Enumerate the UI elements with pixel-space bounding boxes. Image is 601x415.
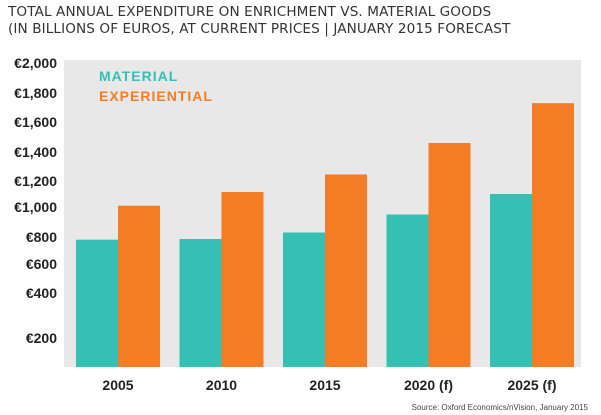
y-tick-label: €200 xyxy=(26,330,57,346)
chart-title-block: TOTAL ANNUAL EXPENDITURE ON ENRICHMENT V… xyxy=(8,4,598,38)
y-tick-label: €1,000 xyxy=(14,199,57,215)
bar-material xyxy=(490,194,532,367)
y-tick-label: €800 xyxy=(26,229,57,245)
x-tick-label: 2020 (f) xyxy=(404,377,453,393)
chart-subtitle: (IN BILLIONS OF EUROS, AT CURRENT PRICES… xyxy=(8,21,511,37)
source-note: Source: Oxford Economics/nVision, Januar… xyxy=(412,403,589,412)
x-tick-label: 2015 xyxy=(309,377,340,393)
x-tick-label: 2010 xyxy=(206,377,237,393)
bar-material xyxy=(179,239,222,367)
y-tick-label: €1,600 xyxy=(14,114,57,130)
y-tick-label: €1,400 xyxy=(14,144,57,160)
y-tick-label: €400 xyxy=(26,285,57,301)
bars xyxy=(76,103,574,368)
bar-material xyxy=(386,214,429,367)
y-tick-label: €1,800 xyxy=(14,85,57,101)
bar-experiential xyxy=(221,192,264,367)
bar-experiential xyxy=(428,143,471,367)
legend-material: MATERIAL xyxy=(99,68,178,84)
bar-material xyxy=(283,232,325,367)
y-tick-label: €600 xyxy=(26,256,57,272)
y-tick-label: €2,000 xyxy=(14,55,57,71)
x-axis-ticks: 2005 2010 2015 2020 (f) 2025 (f) xyxy=(102,377,556,393)
bar-experiential xyxy=(532,103,574,368)
legend: MATERIAL EXPERIENTIAL xyxy=(99,68,213,104)
bar-material xyxy=(76,239,118,367)
x-tick-label: 2005 xyxy=(102,377,133,393)
y-tick-label: €1,200 xyxy=(14,173,57,189)
y-axis-ticks: €2,000 €1,800 €1,600 €1,400 €1,200 €1,000 €800… xyxy=(14,55,57,346)
x-tick-label: 2025 (f) xyxy=(507,377,556,393)
bar-experiential xyxy=(118,205,160,367)
bar-experiential xyxy=(325,174,367,367)
chart-title: TOTAL ANNUAL EXPENDITURE ON ENRICHMENT V… xyxy=(8,4,492,20)
legend-experiential: EXPERIENTIAL xyxy=(99,88,213,104)
